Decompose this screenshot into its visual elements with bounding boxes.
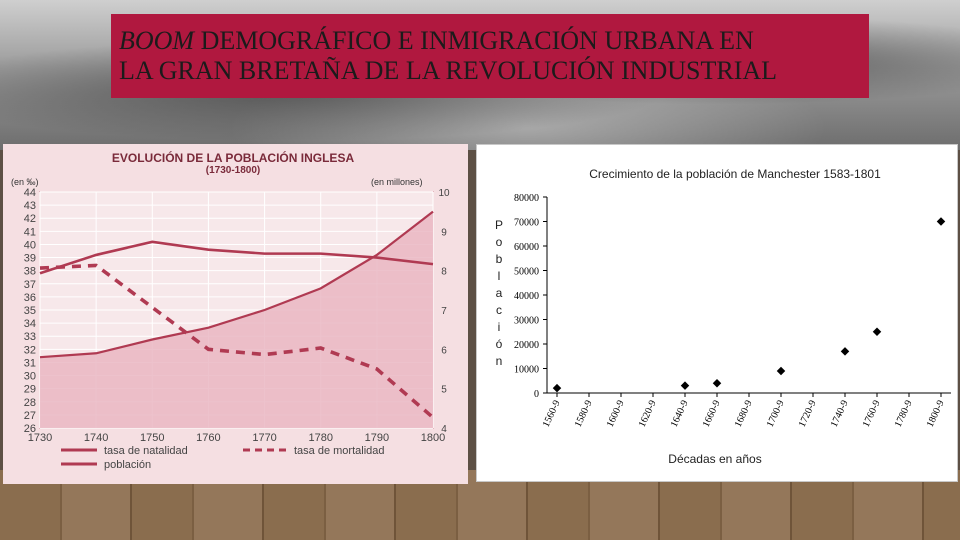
chart1-left-tick-label: 28	[24, 397, 36, 409]
chart2-y-axis-label-letter: a	[496, 286, 503, 300]
chart2-y-tick-label: 70000	[514, 218, 539, 229]
chart2-x-tick-label: 1780-9	[893, 399, 915, 429]
chart2-x-tick-label: 1720-9	[797, 399, 819, 429]
chart1-right-tick-label: 4	[441, 424, 447, 435]
chart2-y-tick-label: 30000	[514, 316, 539, 327]
chart1-population-line	[39, 210, 434, 359]
chart2-data-point	[680, 381, 690, 390]
chart1-left-tick-label: 40	[24, 239, 36, 251]
chart1-right-axis-label: (en millones)	[371, 177, 423, 187]
chart1-legend-label: población	[104, 459, 151, 471]
chart1-x-tick-label: 1760	[196, 432, 220, 444]
chart2-y-tick-label: 50000	[514, 267, 539, 278]
chart1-left-tick-label: 34	[24, 318, 36, 330]
chart1-left-tick-label: 26	[24, 423, 36, 435]
chart2-y-axis-label-letter: o	[496, 235, 503, 249]
chart2-y-tick-label: 0	[534, 389, 539, 400]
chart1-subtitle: (1730-1800)	[206, 165, 260, 176]
chart2-y-tick-label: 10000	[514, 365, 539, 376]
chart1-left-tick-label: 38	[24, 266, 36, 278]
english-population-chart: EVOLUCIÓN DE LA POBLACIÓN INGLESA (1730-…	[11, 150, 450, 471]
chart1-left-tick-label: 37	[24, 279, 36, 291]
chart1-x-tick-label: 1770	[252, 432, 276, 444]
chart1-natality-line	[39, 240, 434, 275]
chart1-mortality-line	[39, 263, 435, 419]
chart1-left-tick-label: 29	[24, 384, 36, 396]
chart2-x-tick-label: 1600-9	[605, 399, 627, 429]
chart2-x-tick-label: 1620-9	[637, 399, 659, 429]
chart1-right-tick-label: 5	[441, 385, 447, 396]
manchester-chart-panel: Crecimiento de la población de Mancheste…	[476, 144, 958, 482]
chart2-y-axis-label-letter: b	[496, 252, 503, 266]
chart2-y-axis-label-letter: ó	[496, 337, 503, 351]
chart2-y-tick-label: 80000	[514, 193, 539, 204]
chart1-right-tick-label: 8	[441, 267, 447, 278]
chart2-x-tick-label: 1700-9	[765, 399, 787, 429]
chart2-y-axis-label-letter: n	[496, 354, 503, 368]
chart2-x-tick-label: 1660-9	[701, 399, 723, 429]
chart1-left-tick-label: 36	[24, 292, 36, 304]
chart1-right-tick-label: 9	[441, 227, 447, 238]
chart1-left-axis-label: (en ‰)	[11, 177, 39, 187]
title-line-1-rest: DEMOGRÁFICO E INMIGRACIÓN URBANA EN	[194, 26, 754, 55]
chart1-title: EVOLUCIÓN DE LA POBLACIÓN INGLESA	[112, 150, 355, 165]
chart2-y-axis-label-letter: i	[498, 320, 501, 334]
chart2-data-point	[872, 327, 882, 336]
chart2-y-axis-label-letter: c	[496, 303, 502, 317]
chart2-x-tick-label: 1680-9	[733, 399, 755, 429]
chart1-left-tick-label: 43	[24, 200, 36, 212]
chart2-x-tick-label: 1740-9	[829, 399, 851, 429]
chart2-y-tick-label: 20000	[514, 340, 539, 351]
title-line-2: LA GRAN BRETAÑA DE LA REVOLUCIÓN INDUSTR…	[119, 56, 778, 85]
english-population-chart-panel: EVOLUCIÓN DE LA POBLACIÓN INGLESA (1730-…	[3, 144, 468, 484]
chart1-x-tick-label: 1780	[308, 432, 332, 444]
chart2-y-axis-label-letter: l	[498, 269, 501, 283]
title-line-1: BOOM DEMOGRÁFICO E INMIGRACIÓN URBANA EN	[119, 26, 869, 56]
chart1-left-tick-label: 30	[24, 371, 36, 383]
chart1-left-tick-label: 27	[24, 410, 36, 422]
chart2-y-tick-label: 60000	[514, 242, 539, 253]
chart1-left-tick-label: 35	[24, 305, 36, 317]
manchester-population-chart: Crecimiento de la población de Mancheste…	[495, 167, 951, 466]
chart2-x-tick-label: 1580-9	[573, 399, 595, 429]
chart2-data-point	[936, 217, 946, 226]
chart1-legend-label: tasa de natalidad	[104, 445, 188, 457]
chart2-data-point	[552, 383, 562, 393]
chart1-left-tick-label: 44	[24, 187, 36, 199]
title-italic: BOOM	[119, 26, 195, 55]
chart2-x-tick-label: 1560-9	[541, 399, 563, 429]
chart1-right-tick-label: 7	[441, 306, 447, 317]
chart1-x-tick-label: 1750	[140, 432, 164, 444]
chart1-left-tick-label: 33	[24, 331, 36, 343]
chart2-data-point	[712, 378, 722, 388]
chart2-x-tick-label: 1640-9	[669, 399, 691, 429]
chart1-left-tick-label: 39	[24, 253, 36, 265]
chart1-right-tick-label: 6	[441, 345, 447, 356]
chart1-legend-label: tasa de mortalidad	[294, 445, 385, 457]
slide-title: BOOM DEMOGRÁFICO E INMIGRACIÓN URBANA EN…	[111, 14, 869, 98]
chart2-x-tick-label: 1800-9	[925, 399, 947, 429]
chart1-left-tick-label: 32	[24, 344, 36, 356]
chart2-y-axis-label-letter: P	[495, 218, 503, 232]
chart1-x-tick-label: 1790	[365, 432, 389, 444]
chart1-x-tick-label: 1740	[84, 432, 108, 444]
chart2-x-axis-label: Décadas en años	[668, 452, 761, 466]
chart2-data-point	[840, 347, 850, 356]
chart1-right-tick-label: 10	[438, 188, 450, 199]
chart1-x-tick-label: 1800	[421, 432, 445, 444]
chart1-left-tick-label: 31	[24, 357, 36, 369]
chart1-left-tick-label: 42	[24, 213, 36, 225]
chart2-y-tick-label: 40000	[514, 291, 539, 302]
chart1-left-tick-label: 41	[24, 226, 36, 238]
chart2-data-point	[776, 366, 786, 376]
chart2-title: Crecimiento de la población de Mancheste…	[589, 167, 881, 181]
chart2-x-tick-label: 1760-9	[861, 399, 883, 429]
chart1-x-tick-label: 1730	[28, 432, 52, 444]
